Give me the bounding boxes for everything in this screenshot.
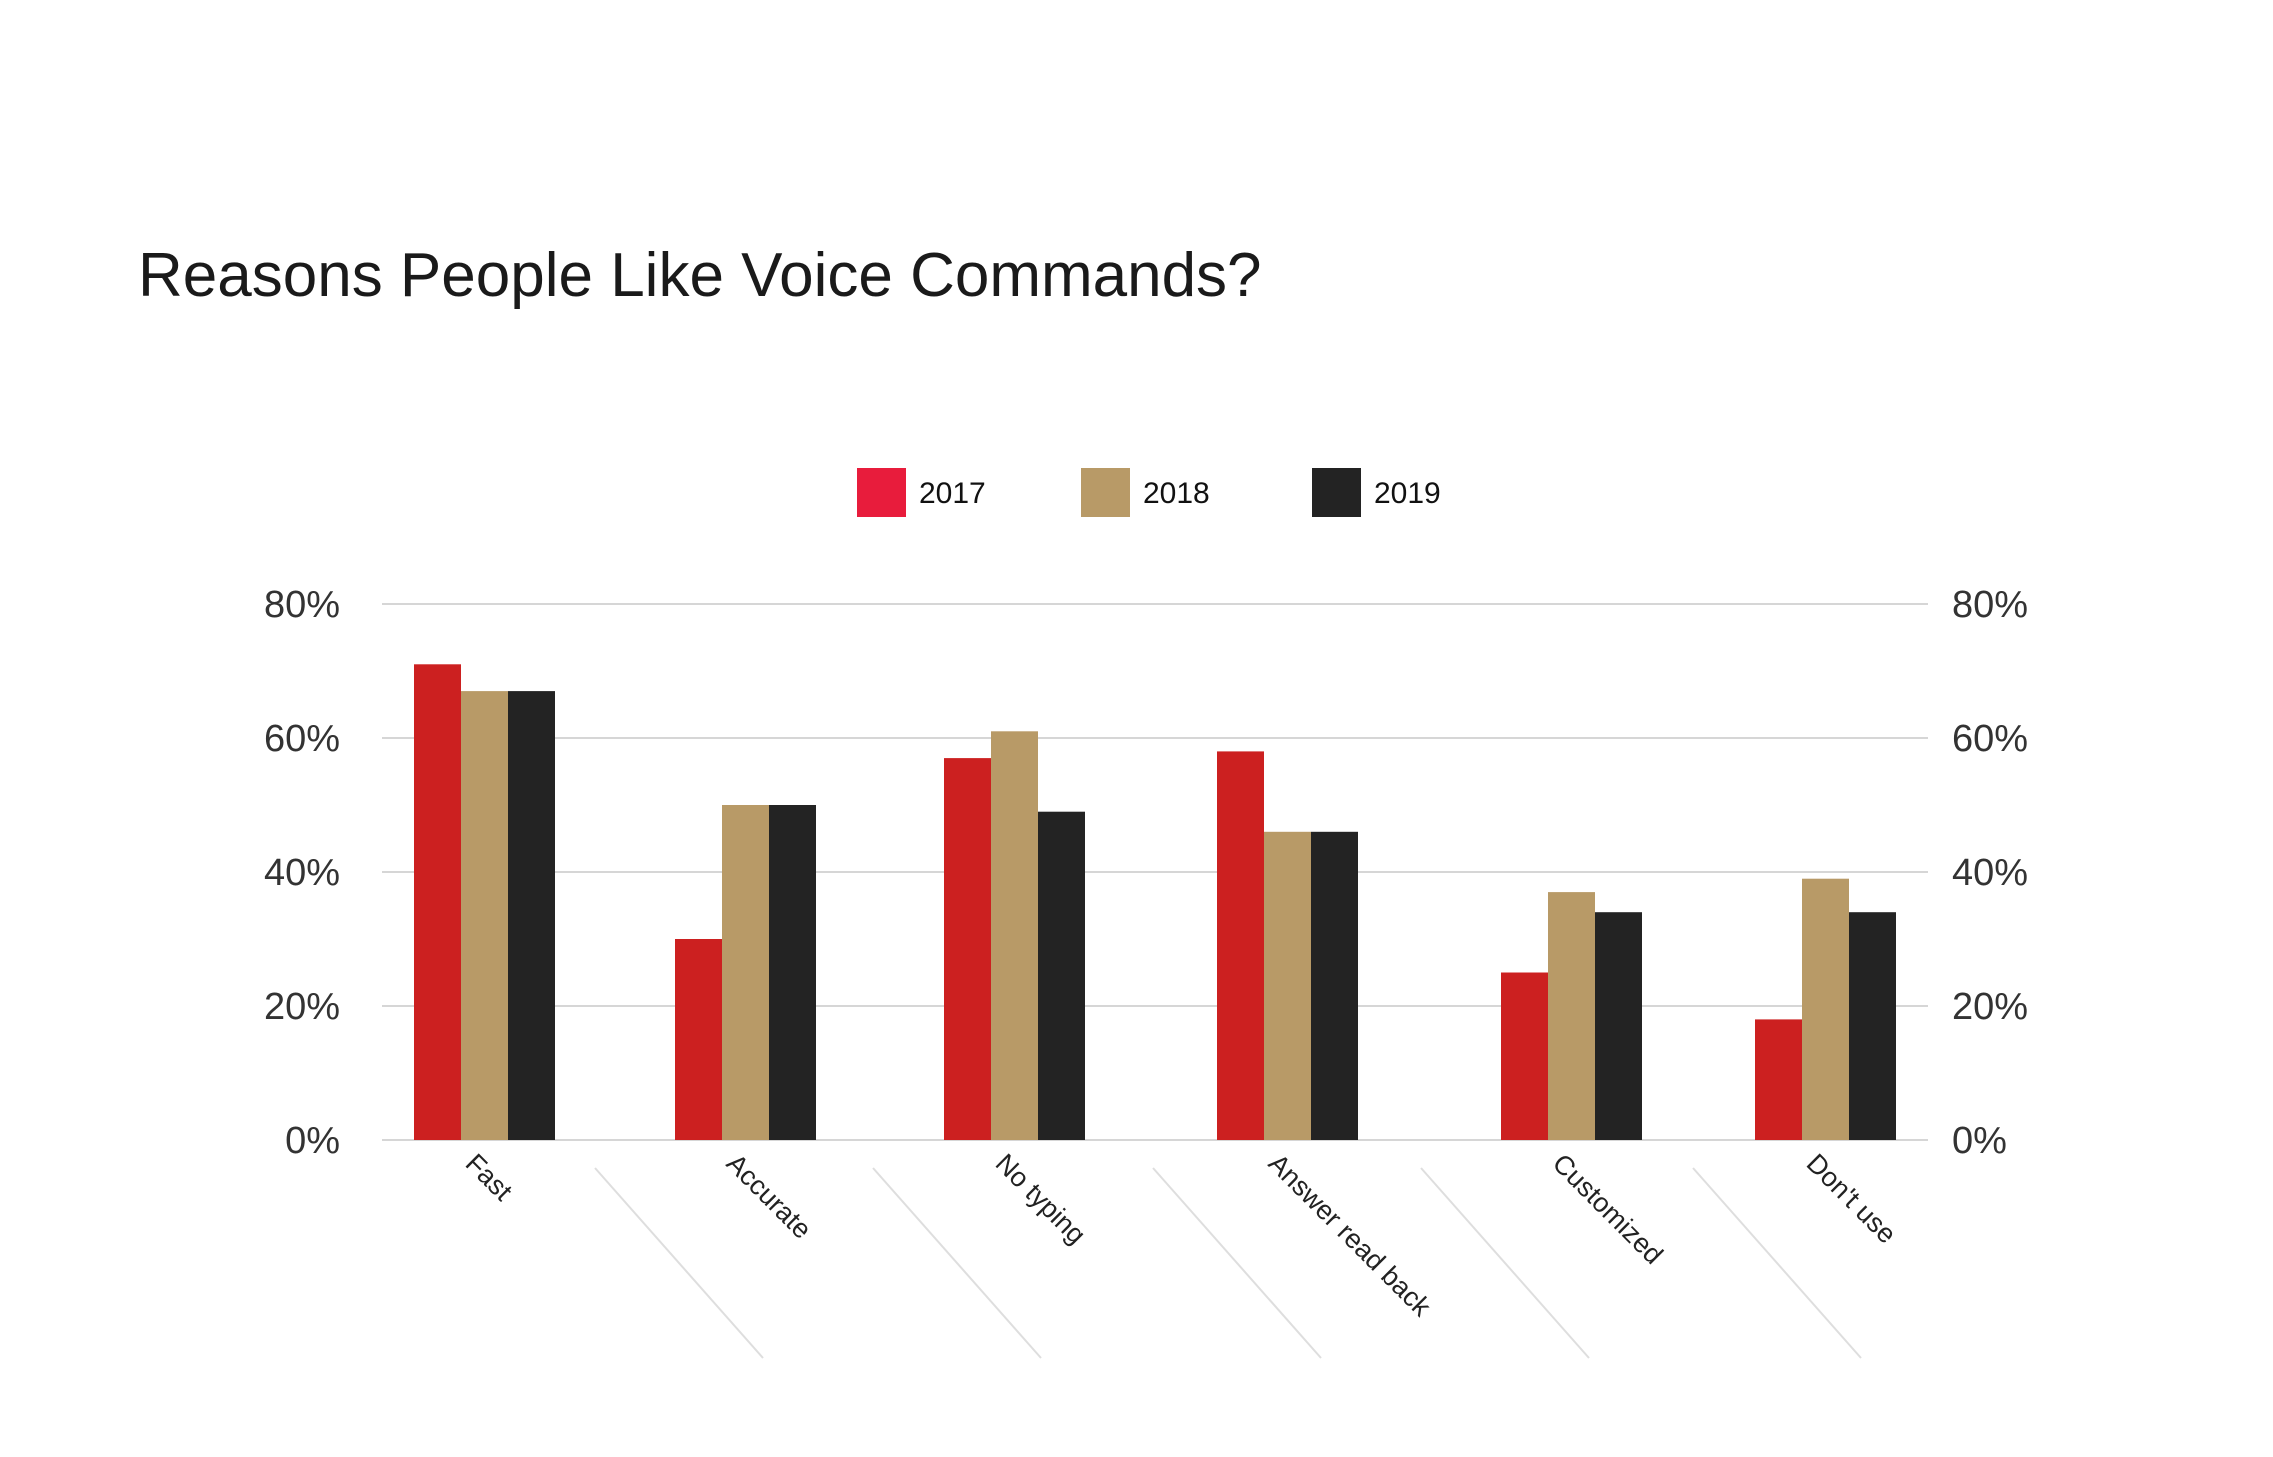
x-category-label: Accurate bbox=[721, 1148, 818, 1245]
bar-2018-3 bbox=[1264, 831, 1311, 1140]
category-divider bbox=[594, 1167, 764, 1359]
x-category-label: Customized bbox=[1547, 1148, 1669, 1270]
gridlines bbox=[382, 603, 1928, 1141]
x-category-label: No typing bbox=[990, 1148, 1092, 1250]
left-y-axis: 0% 20% 40% 60% 80% bbox=[264, 584, 340, 1162]
category-divider bbox=[1152, 1167, 1322, 1359]
bar-2017-2 bbox=[944, 758, 991, 1140]
right-y-axis: 0% 20% 40% 60% 80% bbox=[1952, 584, 2028, 1162]
y-tick-label: 40% bbox=[264, 852, 340, 894]
bar-2019-3 bbox=[1311, 831, 1358, 1140]
bar-2017-0 bbox=[414, 664, 461, 1140]
bar-2019-2 bbox=[1038, 811, 1085, 1140]
y-tick-label-right: 40% bbox=[1952, 852, 2028, 894]
bar-2018-2 bbox=[991, 731, 1038, 1140]
bar-2017-1 bbox=[675, 939, 722, 1140]
y-tick-label: 20% bbox=[264, 986, 340, 1028]
y-tick-label-right: 80% bbox=[1952, 584, 2028, 626]
y-tick-label: 0% bbox=[285, 1120, 340, 1162]
bar-2019-0 bbox=[508, 691, 555, 1140]
category-divider bbox=[872, 1167, 1042, 1359]
category-divider bbox=[1420, 1167, 1590, 1359]
legend-label-2017: 2017 bbox=[919, 477, 986, 510]
category-divider bbox=[1692, 1167, 1862, 1359]
legend-label-2019: 2019 bbox=[1374, 477, 1441, 510]
bar-2019-5 bbox=[1849, 912, 1896, 1140]
bar-2017-4 bbox=[1501, 972, 1548, 1140]
x-axis: Fast Accurate No typing Answer read back Cus… bbox=[460, 1148, 1902, 1359]
legend-label-2018: 2018 bbox=[1143, 477, 1210, 510]
y-tick-label-right: 0% bbox=[1952, 1120, 2007, 1162]
bars bbox=[414, 664, 1896, 1140]
y-tick-label-right: 60% bbox=[1952, 718, 2028, 760]
bar-2019-4 bbox=[1595, 912, 1642, 1140]
legend: 2017 2018 2019 bbox=[857, 468, 1441, 517]
bar-2018-5 bbox=[1802, 878, 1849, 1140]
chart-title: Reasons People Like Voice Commands? bbox=[138, 241, 1262, 310]
bar-2019-1 bbox=[769, 805, 816, 1140]
bar-2018-0 bbox=[461, 691, 508, 1140]
x-category-label: Fast bbox=[460, 1148, 519, 1207]
bar-2018-1 bbox=[722, 805, 769, 1140]
bar-2018-4 bbox=[1548, 892, 1595, 1140]
legend-swatch-2019 bbox=[1312, 468, 1361, 517]
legend-swatch-2018 bbox=[1081, 468, 1130, 517]
bar-2017-5 bbox=[1755, 1019, 1802, 1140]
legend-swatch-2017 bbox=[857, 468, 906, 517]
y-tick-label-right: 20% bbox=[1952, 986, 2028, 1028]
x-category-label: Answer read back bbox=[1263, 1148, 1437, 1322]
bar-2017-3 bbox=[1217, 751, 1264, 1140]
x-category-label: Don't use bbox=[1801, 1148, 1902, 1249]
y-tick-label: 80% bbox=[264, 584, 340, 626]
y-tick-label: 60% bbox=[264, 718, 340, 760]
